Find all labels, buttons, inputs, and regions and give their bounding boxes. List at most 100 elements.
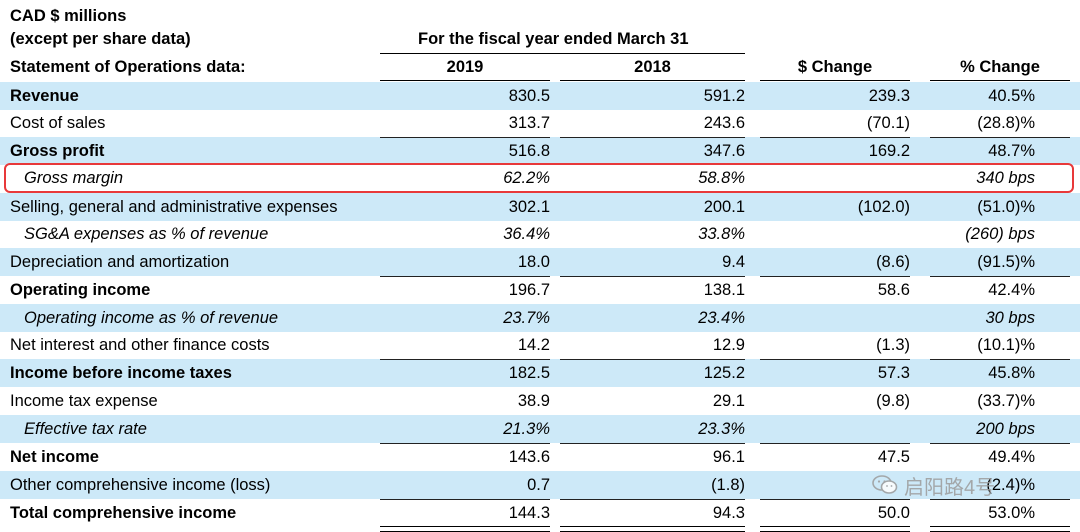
subtotal-rule bbox=[760, 359, 910, 360]
subtotal-rule bbox=[560, 276, 745, 277]
table-row: Net income 143.6 96.1 47.5 49.4% bbox=[0, 443, 1080, 471]
subtotal-rule bbox=[760, 499, 910, 500]
table-row: Effective tax rate 21.3% 23.3% 200 bps bbox=[0, 415, 1080, 443]
table-row: Cost of sales 313.7 243.6 (70.1) (28.8)% bbox=[0, 110, 1080, 137]
value-2019: 313.7 bbox=[508, 114, 550, 132]
row-label: Operating income bbox=[10, 280, 151, 299]
table-row: Operating income 196.7 138.1 58.6 42.4% bbox=[0, 276, 1080, 304]
value-2019: 62.2% bbox=[503, 169, 550, 187]
unit-line-1: CAD $ millions bbox=[10, 7, 127, 25]
table-row: SG&A expenses as % of revenue 36.4% 33.8… bbox=[0, 221, 1080, 248]
subtotal-rule bbox=[930, 359, 1070, 360]
value-2018: 12.9 bbox=[712, 336, 745, 354]
value-2018: 29.1 bbox=[712, 391, 745, 410]
value-change bbox=[760, 304, 910, 332]
value-2019: 182.5 bbox=[508, 363, 550, 382]
value-2019: 143.6 bbox=[508, 447, 550, 466]
row-label: Other comprehensive income (loss) bbox=[10, 475, 271, 494]
value-2018: 347.6 bbox=[703, 141, 745, 160]
value-2018: (1.8) bbox=[711, 475, 745, 494]
subtotal-rule bbox=[930, 499, 1070, 500]
value-pct: 40.5% bbox=[988, 86, 1035, 105]
value-change: (102.0) bbox=[857, 197, 910, 216]
header-underline-change bbox=[760, 80, 910, 81]
value-2019: 14.2 bbox=[517, 336, 550, 354]
gross-margin-highlight-box bbox=[4, 163, 1074, 193]
value-pct: (260) bps bbox=[965, 225, 1035, 243]
value-pct: (10.1)% bbox=[977, 336, 1035, 354]
row-label: Revenue bbox=[10, 86, 79, 105]
col-header-change: $ Change bbox=[797, 58, 873, 76]
value-2018: 9.4 bbox=[722, 252, 745, 271]
value-pct: 42.4% bbox=[988, 280, 1035, 299]
watermark: 启阳路4号 bbox=[872, 468, 995, 502]
subtotal-rule bbox=[930, 443, 1070, 444]
subtotal-rule bbox=[930, 276, 1070, 277]
row-label: Net interest and other finance costs bbox=[10, 336, 270, 354]
value-change: 169.2 bbox=[868, 141, 910, 160]
value-change bbox=[760, 415, 910, 443]
table-row: Income before income taxes 182.5 125.2 5… bbox=[0, 359, 1080, 387]
value-change bbox=[760, 221, 910, 248]
value-change: (9.8) bbox=[876, 391, 910, 410]
value-pct: (91.5)% bbox=[977, 252, 1035, 271]
subtotal-rule bbox=[380, 359, 550, 360]
unit-line-2: (except per share data) bbox=[10, 30, 191, 48]
value-pct: 340 bps bbox=[976, 169, 1035, 187]
row-label: Operating income as % of revenue bbox=[24, 308, 279, 327]
value-2019: 830.5 bbox=[508, 86, 550, 105]
value-pct: (28.8)% bbox=[977, 114, 1035, 132]
value-pct: 49.4% bbox=[988, 447, 1035, 466]
subtotal-rule bbox=[560, 499, 745, 500]
subtotal-rule bbox=[930, 137, 1070, 138]
subtotal-rule bbox=[380, 443, 550, 444]
value-2018: 58.8% bbox=[698, 169, 745, 187]
section-title: Statement of Operations data: bbox=[10, 58, 246, 76]
row-label: Gross margin bbox=[24, 169, 124, 187]
header-underline-2019 bbox=[380, 80, 550, 81]
value-pct: 53.0% bbox=[988, 503, 1035, 522]
table-row: Net interest and other finance costs 14.… bbox=[0, 332, 1080, 359]
period-underline bbox=[380, 53, 745, 54]
value-pct: 200 bps bbox=[976, 419, 1035, 438]
value-change: (70.1) bbox=[866, 114, 910, 132]
subtotal-rule bbox=[760, 137, 910, 138]
value-pct: (33.7)% bbox=[977, 391, 1035, 410]
total-double-rule bbox=[760, 526, 910, 532]
col-header-pct: % Change bbox=[960, 58, 1040, 76]
row-label: Depreciation and amortization bbox=[10, 252, 230, 271]
row-label: Effective tax rate bbox=[24, 419, 147, 438]
subtotal-rule bbox=[380, 276, 550, 277]
row-label: Income before income taxes bbox=[10, 363, 232, 382]
row-label: Cost of sales bbox=[10, 114, 106, 132]
row-label: Total comprehensive income bbox=[10, 503, 237, 522]
value-2019: 38.9 bbox=[517, 391, 550, 410]
period-header: For the fiscal year ended March 31 bbox=[418, 30, 689, 48]
value-2018: 125.2 bbox=[703, 363, 745, 382]
total-double-rule bbox=[380, 526, 550, 532]
table-row: Revenue 830.5 591.2 239.3 40.5% bbox=[0, 82, 1080, 110]
table-row: Depreciation and amortization 18.0 9.4 (… bbox=[0, 248, 1080, 276]
value-pct: (2.4)% bbox=[986, 475, 1035, 494]
table-row: Income tax expense 38.9 29.1 (9.8) (33.7… bbox=[0, 387, 1080, 415]
wechat-icon bbox=[872, 475, 898, 494]
subtotal-rule bbox=[560, 137, 745, 138]
total-double-rule bbox=[560, 526, 745, 532]
value-2019: 21.3% bbox=[503, 419, 550, 438]
value-change: 47.5 bbox=[877, 447, 910, 466]
value-2019: 0.7 bbox=[527, 475, 550, 494]
value-2018: 94.3 bbox=[712, 503, 745, 522]
value-pct: (51.0)% bbox=[977, 197, 1035, 216]
value-change: 57.3 bbox=[877, 363, 910, 382]
subtotal-rule bbox=[380, 499, 550, 500]
value-2019: 302.1 bbox=[508, 197, 550, 216]
row-label: Selling, general and administrative expe… bbox=[10, 197, 338, 216]
value-2018: 138.1 bbox=[703, 280, 745, 299]
value-pct: 30 bps bbox=[985, 308, 1035, 327]
table-row: Gross profit 516.8 347.6 169.2 48.7% bbox=[0, 137, 1080, 165]
value-change: 239.3 bbox=[868, 86, 910, 105]
row-label: Net income bbox=[10, 447, 99, 466]
value-2019: 18.0 bbox=[517, 252, 550, 271]
subtotal-rule bbox=[760, 276, 910, 277]
value-2018: 23.4% bbox=[698, 308, 745, 327]
